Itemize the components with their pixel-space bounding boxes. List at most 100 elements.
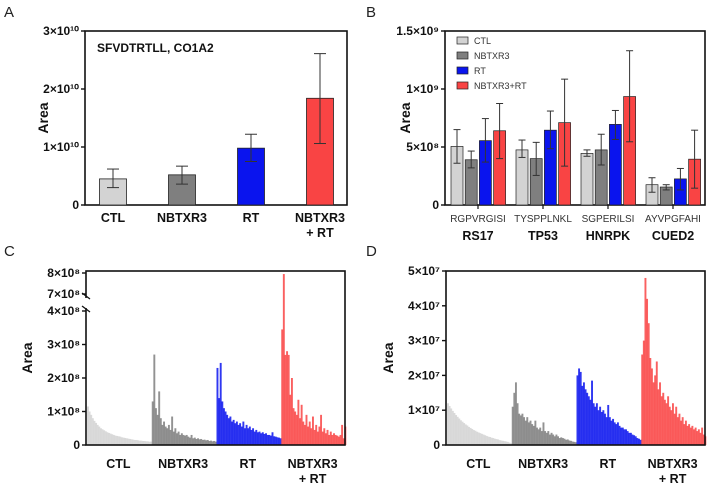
- panel-d-spectrum-bar: [608, 417, 611, 445]
- panel-b-protein-label: TP53: [528, 229, 558, 243]
- panel-d-spectrum-bar: [557, 436, 559, 445]
- panel-c-spectrum-bar: [284, 354, 287, 445]
- panel-a-ytick-label: 0: [72, 198, 79, 212]
- panel-d-spectrum-bar: [553, 436, 556, 445]
- panel-d-spectrum-bar: [573, 441, 576, 445]
- panel-d-spectrum-bar: [539, 427, 542, 445]
- panel-c-spectrum-bar: [185, 434, 188, 445]
- panel-c-category-label-line: + RT: [299, 472, 327, 485]
- panel-c-spectrum-bar: [276, 437, 279, 445]
- panel-c-spectrum-bar: [98, 426, 101, 445]
- panel-c-spectrum-bar: [219, 362, 222, 445]
- panel-c-ytick-label: 7×10⁸: [47, 287, 80, 301]
- panel-b-legend-swatch: [456, 36, 469, 45]
- panel-d-spectrum-bar: [578, 368, 581, 445]
- panel-c-spectrum-bar: [286, 351, 289, 445]
- panel-c-spectrum-bar: [255, 429, 258, 445]
- panel-c-ytick-label: 4×10⁸: [47, 304, 80, 318]
- panel-d-spectrum-bar: [641, 354, 644, 445]
- panel-d-spectrum-bar: [576, 375, 579, 445]
- panel-d-category-label-line: NBTXR3: [648, 457, 698, 471]
- panel-c-spectrum-bar: [292, 408, 295, 445]
- panel-c-spectrum-bar: [119, 436, 122, 445]
- panel-c-spectrum-bar: [274, 436, 277, 445]
- panel-c-spectrum-bar: [120, 437, 123, 445]
- panel-d-spectrum-bar: [686, 425, 689, 445]
- panel-c-spectrum-bar: [234, 423, 237, 445]
- panel-c-spectrum-bar: [208, 440, 211, 445]
- panel-d-spectrum-bar: [526, 417, 529, 445]
- panel-d-category-label: CTL: [466, 457, 491, 471]
- panel-a-plot-frame: [84, 30, 348, 206]
- panel-d-spectrum-bar: [657, 389, 660, 445]
- panel-c-spectrum-bar: [122, 437, 125, 445]
- panel-d-ytick-label: 3×10⁷: [408, 334, 440, 348]
- panel-d-spectrum-bar: [529, 420, 532, 445]
- panel-d-spectrum-bar: [697, 429, 700, 445]
- panel-c-spectrum-bar: [190, 434, 193, 445]
- panel-d-spectrum-bar: [594, 406, 597, 445]
- panel-d-category-label: RT: [600, 457, 617, 471]
- panel-d-spectrum-bar: [455, 415, 458, 445]
- panel-c-spectrum-bar: [106, 432, 109, 445]
- panel-c-spectrum-bar: [206, 439, 209, 445]
- panel-c-ylabel: Area: [19, 342, 35, 373]
- panel-a-category-label-line: CTL: [101, 211, 126, 225]
- panel-c-spectrum-bar: [169, 429, 172, 445]
- panel-b-legend-label: NBTXR3+RT: [474, 81, 527, 91]
- panel-d-spectrum-bar: [676, 417, 679, 445]
- panel-d-spectrum-bar: [498, 440, 501, 445]
- panel-d-spectrum-bar: [626, 431, 629, 445]
- panel-b-legend-swatch: [456, 66, 469, 75]
- panel-d-spectrum-bar: [518, 413, 521, 445]
- panel-d-spectrum-bar: [519, 415, 522, 445]
- panel-d-spectrum-bar: [702, 434, 705, 445]
- panel-d-spectrum-bar: [534, 420, 537, 445]
- panel-d-spectrum-bar: [548, 434, 551, 445]
- panel-c-spectrum-bar: [200, 438, 203, 445]
- panel-c-spectrum-bar: [88, 411, 91, 445]
- panel-d-spectrum-bar: [587, 396, 590, 445]
- panel-c-spectrum-bar: [153, 354, 156, 445]
- panel-d-spectrum-bar: [447, 403, 449, 445]
- panel-d-spectrum-bar: [644, 277, 647, 445]
- panel-b-peptide-label: AYVPGFAHI: [645, 214, 701, 225]
- panel-d-spectrum-bar: [490, 437, 493, 445]
- panel-d-spectrum-bar: [497, 439, 500, 445]
- panel-c-spectrum-bar: [321, 431, 324, 445]
- panel-c-spectrum-bar: [294, 411, 297, 445]
- panel-c-spectrum-bar: [142, 440, 144, 445]
- panel-c-spectrum-bar: [287, 354, 290, 445]
- panel-d-spectrum-bar: [683, 424, 686, 445]
- panel-d-spectrum-bar: [589, 399, 592, 445]
- panel-c-spectrum-bar: [297, 399, 300, 445]
- panel-a-category-label-line: NBTXR3: [295, 211, 345, 225]
- panel-d-spectrum-bar: [670, 410, 673, 445]
- panel-d-spectrum-bar: [477, 432, 480, 445]
- panel-a-ytick-label: 3×10¹⁰: [43, 24, 79, 38]
- panel-c-spectrum-bar: [295, 414, 298, 445]
- panel-c-category-label: NBTXR3: [158, 457, 208, 471]
- panel-d-spectrum-bar: [511, 406, 514, 445]
- panel-d-spectrum-bar: [600, 411, 603, 445]
- panel-d-spectrum-bar: [468, 426, 470, 445]
- panel-b-ytick-label: 1×10⁹: [406, 82, 439, 96]
- panel-c-spectrum-bar: [229, 416, 232, 445]
- panel-c-spectrum-bar: [237, 424, 240, 445]
- panel-c-spectrum-bar: [192, 438, 195, 445]
- panel-d-spectrum-bar: [638, 438, 640, 445]
- panel-d-spectrum-bar: [461, 421, 464, 445]
- panel-d-spectrum-bar: [618, 425, 621, 445]
- panel-b-ytick-label: 1.5×10⁹: [396, 24, 439, 38]
- panel-d-spectrum-bar: [536, 427, 538, 445]
- panel-c-spectrum-bar: [240, 426, 243, 445]
- panel-d-spectrum-bar: [542, 422, 545, 445]
- panel-d-spectrum-bar: [570, 440, 572, 445]
- panel-c-spectrum-bar: [216, 367, 219, 445]
- panel-c-spectrum-bar: [232, 419, 235, 445]
- panel-c-spectrum-bar: [125, 438, 128, 445]
- panel-d-spectrum-bar: [540, 431, 543, 445]
- panel-d-spectrum-bar: [544, 431, 547, 445]
- panel-c-category-label: CTL: [106, 457, 131, 471]
- panel-d-spectrum-bar: [450, 408, 453, 445]
